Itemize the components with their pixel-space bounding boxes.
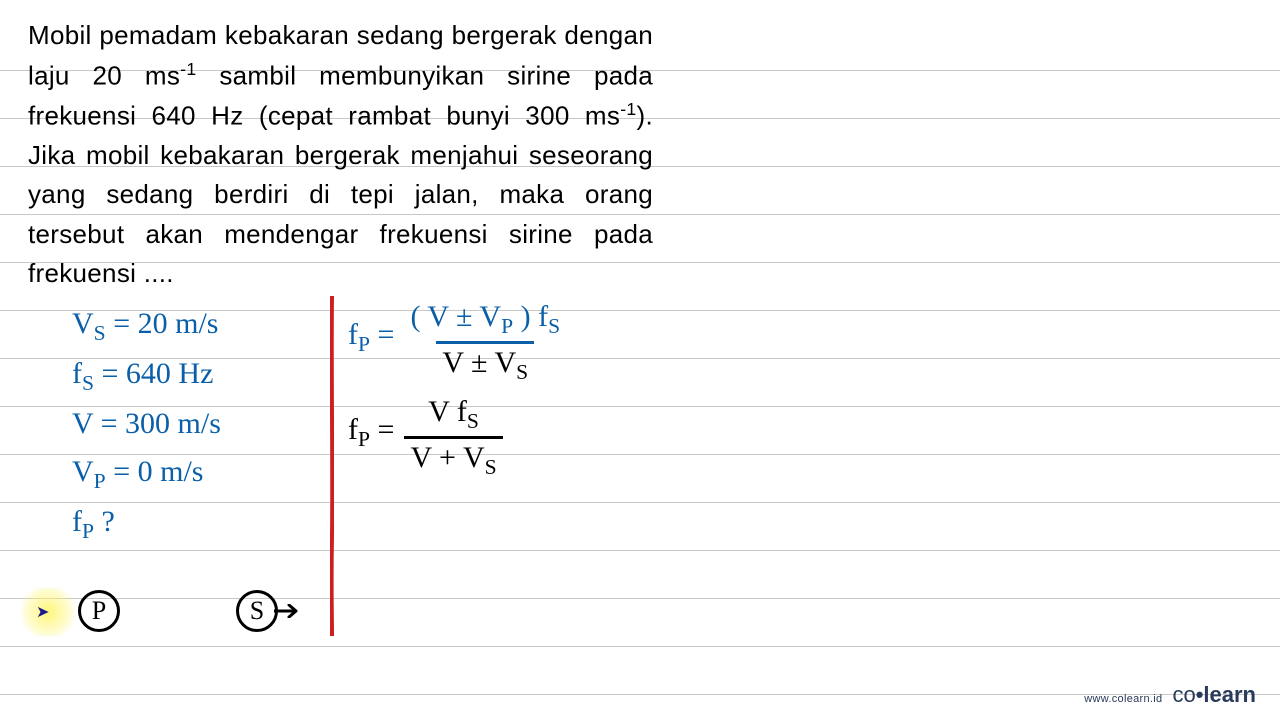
- formula-applied: fP = V fS V + VS: [348, 395, 566, 480]
- circle-p-label: P: [78, 590, 120, 632]
- doppler-formulas: fP = ( V ± VP ) fS V ± VS fP = V fS V + …: [348, 300, 566, 486]
- motion-arrow-icon: [274, 604, 304, 618]
- footer-url: www.colearn.id: [1084, 693, 1162, 705]
- vertical-divider: [330, 296, 334, 636]
- cursor-icon: ➤: [36, 602, 49, 622]
- given-values: VS = 20 m/sfS = 640 HzV = 300 m/sVP = 0 …: [72, 300, 221, 548]
- footer-branding: www.colearn.id co•learn: [1084, 682, 1256, 708]
- circle-s-label: S: [236, 590, 278, 632]
- formula-general: fP = ( V ± VP ) fS V ± VS: [348, 300, 566, 385]
- footer-logo: co•learn: [1172, 682, 1256, 708]
- problem-statement: Mobil pemadam kebakaran sedang bergerak …: [28, 16, 653, 294]
- source-s-marker: S: [236, 590, 278, 632]
- observer-p-marker: P: [78, 590, 120, 632]
